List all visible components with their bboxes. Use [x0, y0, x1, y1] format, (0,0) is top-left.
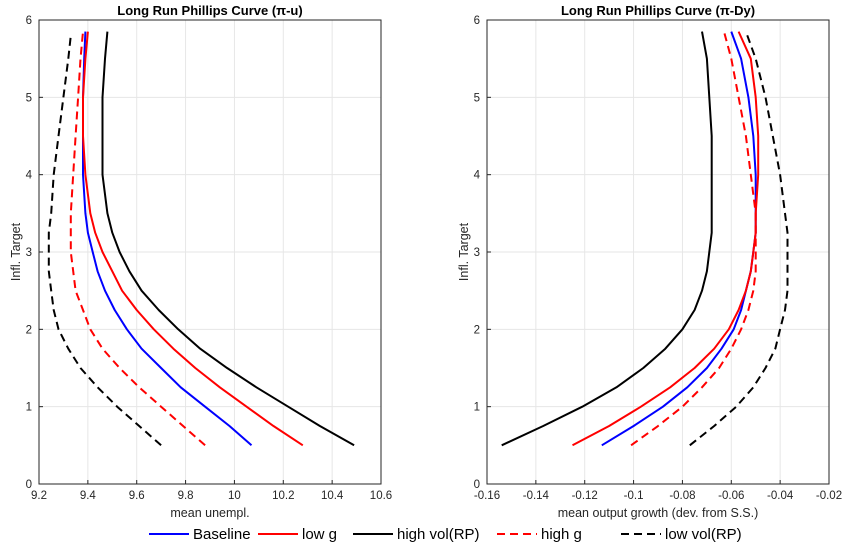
- right-y-tick-label: 4: [474, 170, 481, 182]
- right-y-tick-label: 5: [474, 92, 480, 104]
- right-series-high-g: [630, 31, 757, 447]
- right-chart-panel: Long Run Phillips Curve (π-Dy) mean outp…: [457, 3, 842, 520]
- legend-label-high-vol-rp: high vol(RP): [397, 526, 480, 543]
- right-series-low-vol-rp: [689, 31, 789, 447]
- left-x-tick-label: 9.4: [80, 490, 97, 502]
- right-x-axis-label: mean output growth (dev. from S.S.): [558, 506, 759, 520]
- right-series-low-g: [572, 31, 760, 447]
- left-x-tick-label: 9.2: [31, 490, 47, 502]
- right-series-baseline: [601, 31, 757, 447]
- right-y-tick-label: 1: [474, 402, 480, 414]
- right-x-tick-label: -0.14: [523, 490, 550, 502]
- left-y-tick-label: 0: [26, 479, 32, 491]
- right-y-tick-label: 3: [474, 247, 480, 259]
- left-x-tick-label: 10.4: [321, 490, 344, 502]
- legend: Baseline low g high vol(RP) high g low vol(R…: [149, 526, 742, 543]
- left-chart-title: Long Run Phillips Curve (π-u): [117, 3, 302, 18]
- left-x-tick-label: 10.2: [272, 490, 294, 502]
- left-x-tick-label: 10.6: [370, 490, 392, 502]
- left-series-baseline: [82, 31, 253, 447]
- right-y-tick-label: 0: [474, 479, 480, 491]
- left-axes-box: [38, 19, 382, 485]
- left-y-tick-label: 5: [26, 92, 32, 104]
- legend-label-high-g: high g: [541, 526, 582, 543]
- left-x-axis-label: mean unempl.: [170, 506, 249, 520]
- legend-label-baseline: Baseline: [193, 526, 251, 543]
- right-x-tick-label: -0.16: [474, 490, 500, 502]
- left-y-tick-label: 3: [26, 247, 32, 259]
- left-y-tick-label: 4: [26, 170, 33, 182]
- legend-label-low-g: low g: [302, 526, 337, 543]
- left-y-axis-label: Infl. Target: [9, 222, 23, 281]
- legend-label-low-vol-rp: low vol(RP): [665, 526, 742, 543]
- left-x-tick-label: 9.6: [129, 490, 145, 502]
- left-x-tick-label: 10: [228, 490, 241, 502]
- right-chart-title: Long Run Phillips Curve (π-Dy): [561, 3, 755, 18]
- left-y-tick-label: 2: [26, 324, 32, 336]
- left-x-tick-label: 9.8: [178, 490, 194, 502]
- right-series-high-vol-rp: [501, 31, 713, 447]
- left-chart-panel: Long Run Phillips Curve (π-u) mean unemp…: [9, 3, 392, 520]
- right-x-tick-label: -0.02: [816, 490, 842, 502]
- right-y-axis-label: Infl. Target: [457, 222, 471, 281]
- right-y-tick-label: 6: [474, 15, 480, 27]
- right-x-tick-label: -0.06: [718, 490, 744, 502]
- left-y-tick-label: 1: [26, 402, 32, 414]
- right-x-tick-label: -0.08: [669, 490, 695, 502]
- left-series-high-vol-rp: [101, 31, 355, 447]
- right-x-tick-label: -0.1: [624, 490, 644, 502]
- right-y-tick-label: 2: [474, 324, 480, 336]
- right-axes-box: [486, 19, 830, 485]
- left-series-high-g: [69, 31, 206, 447]
- left-series-low-vol-rp: [47, 35, 162, 447]
- right-x-tick-label: -0.12: [572, 490, 598, 502]
- right-x-tick-label: -0.04: [767, 490, 794, 502]
- left-series-low-g: [82, 31, 304, 447]
- left-y-tick-label: 6: [26, 15, 32, 27]
